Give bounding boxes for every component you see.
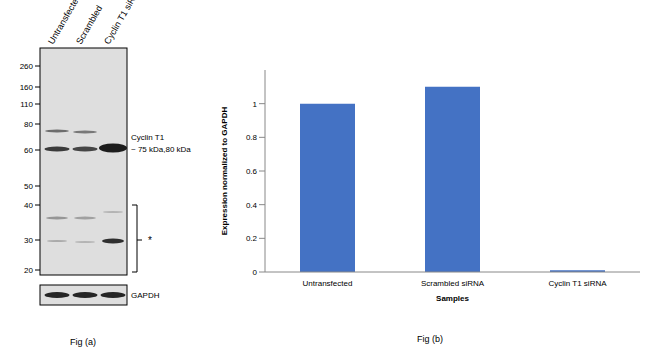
- svg-text:0.6: 0.6: [246, 167, 258, 176]
- svg-text:Expression normalized to GAPDH: Expression normalized to GAPDH: [220, 107, 229, 236]
- svg-text:Scrambled siRNA: Scrambled siRNA: [421, 279, 485, 288]
- svg-text:Cyclin T1: Cyclin T1: [131, 133, 165, 142]
- svg-text:Scrambled: Scrambled: [74, 4, 104, 46]
- svg-text:0.2: 0.2: [246, 234, 258, 243]
- svg-text:30: 30: [24, 236, 33, 245]
- svg-text:80: 80: [24, 120, 33, 129]
- svg-text:Samples: Samples: [436, 294, 469, 303]
- svg-text:160: 160: [20, 83, 34, 92]
- svg-text:260: 260: [20, 62, 34, 71]
- svg-text:50: 50: [24, 182, 33, 191]
- html-text:Fig (b): Fig (b): [417, 334, 443, 344]
- svg-text:0: 0: [253, 268, 258, 277]
- svg-text:0.8: 0.8: [246, 133, 258, 142]
- svg-text:GAPDH: GAPDH: [131, 291, 160, 300]
- svg-text:Fig (a): Fig (a): [70, 337, 96, 347]
- svg-text:Untransfected: Untransfected: [303, 279, 353, 288]
- svg-text:0.4: 0.4: [246, 201, 258, 210]
- svg-text:20: 20: [24, 266, 33, 275]
- svg-text:~ 75 kDa,80 kDa: ~ 75 kDa,80 kDa: [131, 145, 191, 154]
- svg-text:40: 40: [24, 201, 33, 210]
- svg-text:Cyclin T1 siRNA: Cyclin T1 siRNA: [102, 0, 143, 46]
- svg-text:Cyclin T1 siRNA: Cyclin T1 siRNA: [548, 279, 607, 288]
- svg-text:60: 60: [24, 146, 33, 155]
- svg-text:*: *: [148, 235, 152, 246]
- svg-text:110: 110: [20, 100, 33, 109]
- svg-text:1: 1: [253, 100, 258, 109]
